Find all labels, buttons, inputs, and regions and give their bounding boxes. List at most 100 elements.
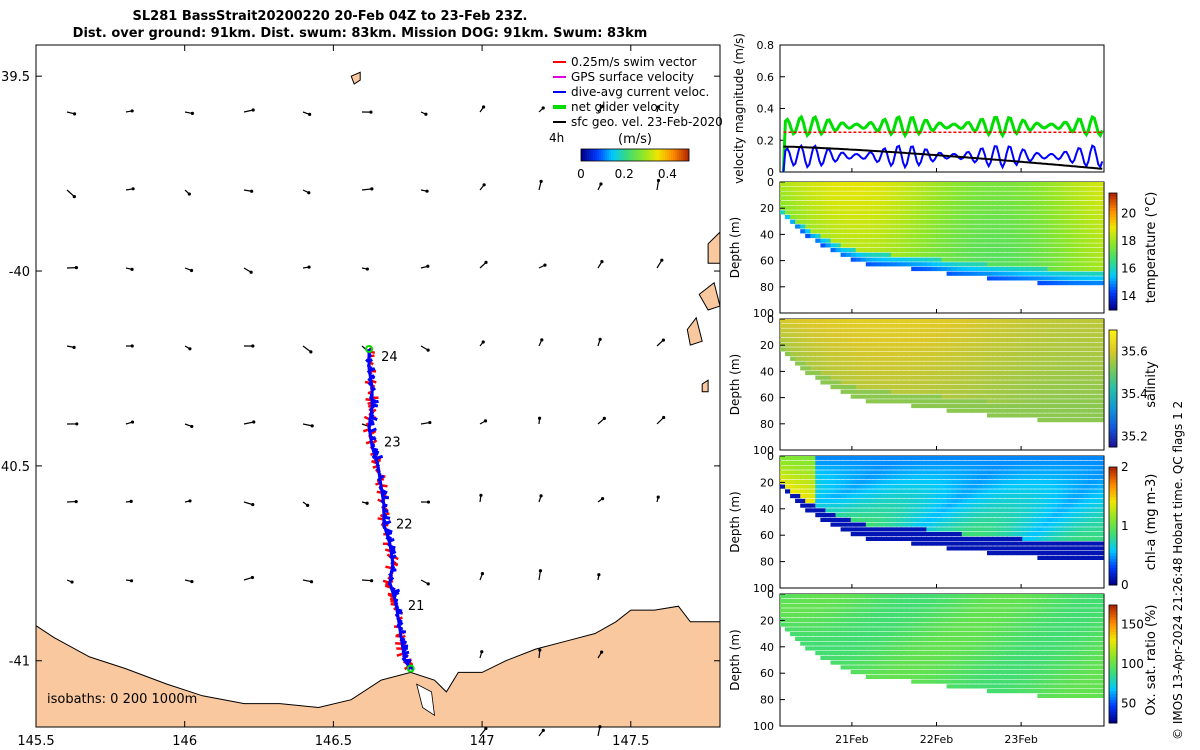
salinity-cell xyxy=(1002,366,1008,371)
chla-y-tick-label: 0 xyxy=(767,450,774,463)
temperature-cell xyxy=(997,276,1003,281)
temperature-cell xyxy=(875,262,882,267)
salinity-cell xyxy=(971,319,978,324)
chla-cell xyxy=(1062,456,1069,461)
temperature-cell xyxy=(1012,276,1018,281)
temperature-cell xyxy=(1093,215,1099,220)
oxygen-cell xyxy=(815,608,821,613)
chla-cell xyxy=(1087,541,1094,546)
salinity-cell xyxy=(860,342,867,347)
chla-cell xyxy=(956,460,963,465)
chla-cell xyxy=(1037,513,1043,518)
salinity-cell xyxy=(1017,356,1023,361)
salinity-colorbar-cell xyxy=(1109,379,1117,384)
salinity-cell xyxy=(881,356,887,361)
oxygen-cell xyxy=(916,646,922,651)
salinity-cell xyxy=(1057,366,1064,371)
oxygen-cell xyxy=(971,665,978,670)
temperature-cell xyxy=(941,229,948,234)
temperature-cell xyxy=(1022,233,1028,239)
temperature-cell xyxy=(891,186,897,191)
salinity-cell xyxy=(976,342,983,347)
salinity-cell xyxy=(1022,394,1028,399)
chla-cell xyxy=(941,475,948,480)
chla-cell xyxy=(785,456,791,461)
sfc-velocity-arrowhead xyxy=(370,579,374,583)
chla-cell xyxy=(981,460,988,465)
temperature-cell xyxy=(941,252,948,257)
chla-colorbar-cell xyxy=(1109,490,1117,495)
salinity-cell xyxy=(845,370,852,376)
chla-colorbar-cell xyxy=(1109,469,1117,474)
salinity-cell xyxy=(946,394,953,399)
temperature-y-tick-label: 40 xyxy=(760,228,774,241)
chla-cell xyxy=(1098,498,1104,503)
salinity-cell xyxy=(1082,399,1089,404)
temperature-cell xyxy=(795,215,801,220)
temperature-cell xyxy=(961,219,968,224)
salinity-cell xyxy=(1027,319,1033,324)
salinity-cell xyxy=(860,333,867,338)
chla-cell xyxy=(1032,494,1038,499)
salinity-cell xyxy=(1082,342,1089,347)
temperature-y-tick-label: 0 xyxy=(767,176,774,189)
temperature-cell xyxy=(820,196,826,201)
salinity-cell xyxy=(835,333,842,338)
chla-cell xyxy=(1022,546,1028,551)
chla-cell xyxy=(1022,551,1028,556)
salinity-cell xyxy=(976,361,983,366)
salinity-cell xyxy=(1032,394,1038,399)
salinity-cell xyxy=(845,361,852,366)
chla-cell xyxy=(997,470,1003,475)
oxygen-cell xyxy=(896,665,902,670)
salinity-cell xyxy=(1087,352,1094,357)
chla-cell xyxy=(941,527,948,532)
chla-cell xyxy=(870,498,877,503)
chla-cell xyxy=(855,479,862,484)
salinity-cell xyxy=(956,370,963,376)
oxygen-cell xyxy=(805,646,811,651)
temperature-cell xyxy=(1072,219,1079,224)
chla-cell xyxy=(1037,479,1043,484)
salinity-cell xyxy=(1042,366,1049,371)
temperature-cell xyxy=(790,205,796,210)
chla-cell xyxy=(850,503,857,508)
temperature-cell xyxy=(976,262,983,267)
chla-cell xyxy=(840,508,847,513)
chla-cell xyxy=(870,460,877,465)
oxygen-cell xyxy=(961,679,968,684)
chla-cell xyxy=(1047,536,1054,541)
salinity-colorbar-tick: 35.4 xyxy=(1121,387,1148,401)
salinity-cell xyxy=(987,352,993,357)
salinity-cell xyxy=(981,337,988,343)
temperature-cell xyxy=(1087,210,1094,215)
chla-cell xyxy=(1042,456,1049,461)
oxygen-cell xyxy=(820,608,826,613)
chla-colorbar-label: chl-a (mg m-3) xyxy=(1144,474,1159,571)
salinity-cell xyxy=(926,394,932,399)
temperature-cell xyxy=(931,238,937,243)
temperature-cell xyxy=(997,243,1003,248)
salinity-cell xyxy=(966,385,973,390)
oxygen-cell xyxy=(820,646,826,651)
salinity-cell xyxy=(886,380,892,385)
salinity-cell xyxy=(1012,370,1018,376)
chla-cell xyxy=(971,508,978,513)
salinity-colorbar-cell xyxy=(1109,356,1117,360)
oxygen-cell xyxy=(926,613,932,618)
chla-cell xyxy=(815,508,821,513)
temperature-cell xyxy=(926,182,932,187)
oxygen-cell xyxy=(946,660,953,665)
oxygen-cell xyxy=(901,603,907,608)
salinity-cell xyxy=(800,342,806,347)
salinity-cell xyxy=(795,323,801,328)
temperature-cell xyxy=(830,210,837,215)
oxygen-cell xyxy=(951,660,958,665)
chla-cell xyxy=(1027,508,1033,513)
oxygen-cell xyxy=(941,674,948,679)
temperature-cell xyxy=(1098,224,1104,229)
chla-cell xyxy=(1087,555,1094,560)
temperature-cell xyxy=(971,252,978,257)
salinity-cell xyxy=(896,370,902,376)
temperature-cell xyxy=(896,191,902,196)
